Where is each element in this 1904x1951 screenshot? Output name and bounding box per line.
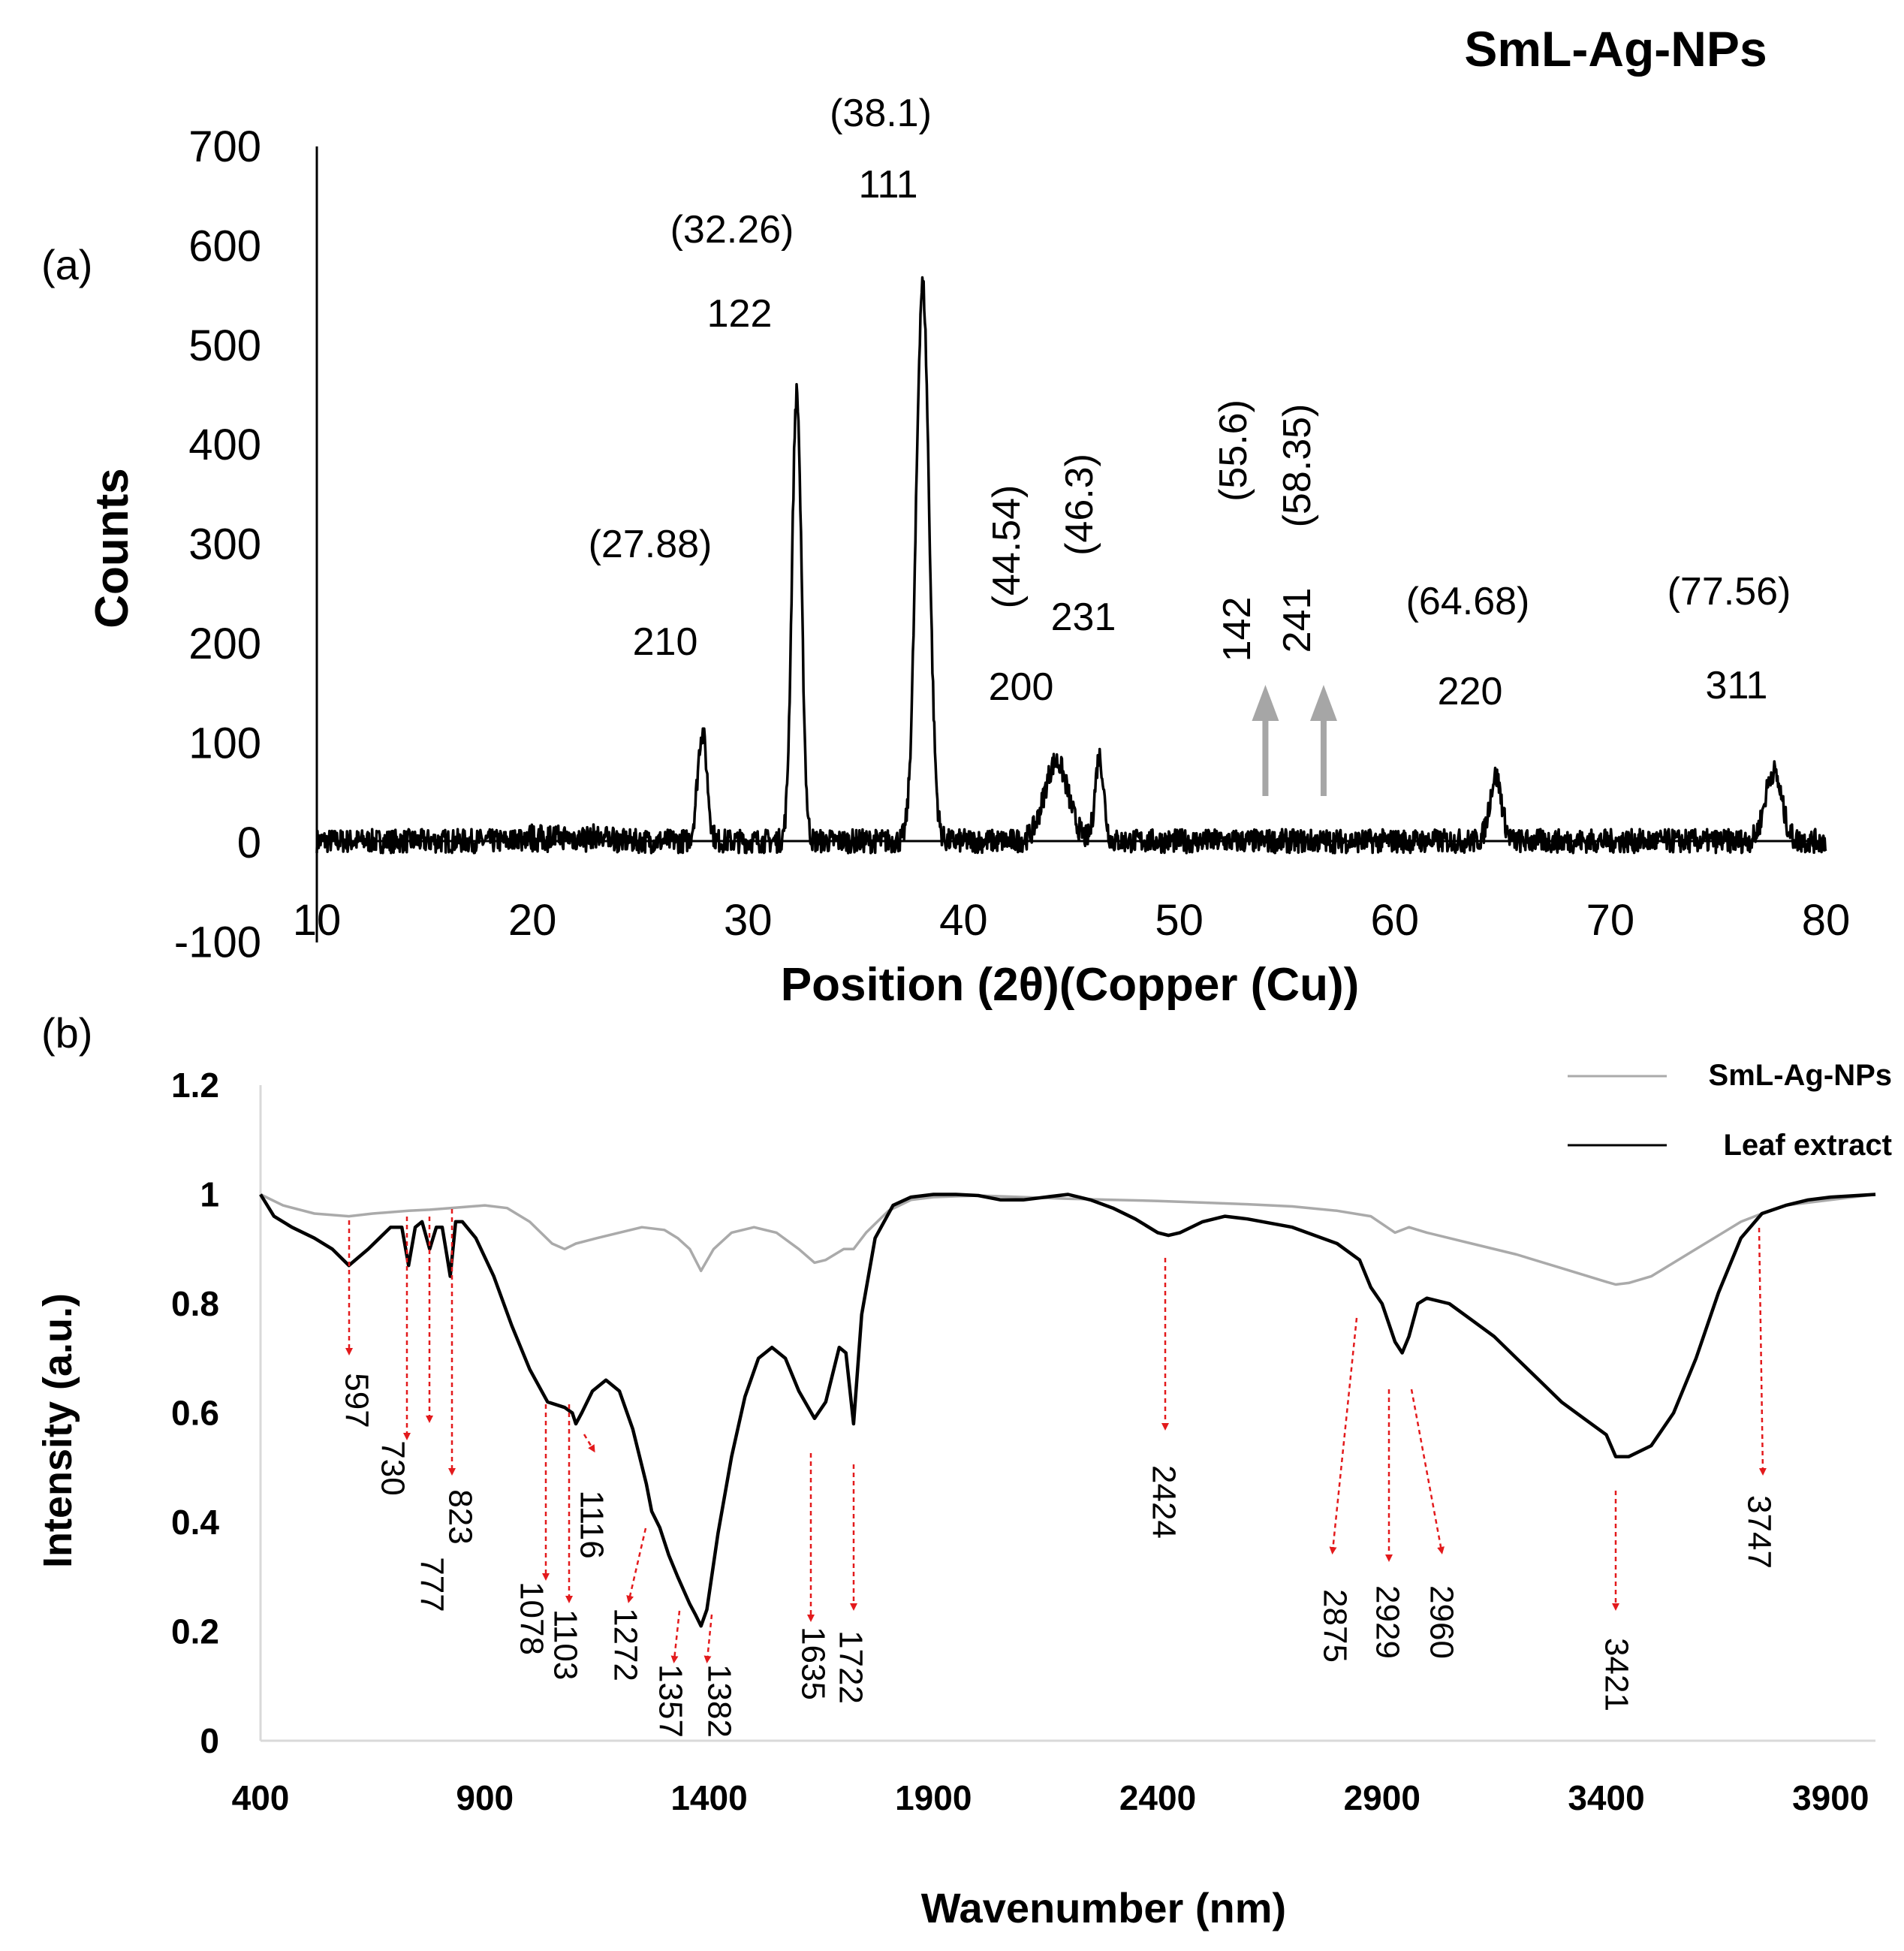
y-tick-label-b: 1	[200, 1175, 219, 1214]
peak-hkl-label: 111	[858, 163, 917, 207]
figure-title: SmL-Ag-NPs	[1464, 21, 1767, 77]
y-tick-label-b: 0.2	[171, 1612, 219, 1651]
y-tick-label-b: 1.2	[171, 1066, 219, 1105]
y-tick-label-b: 0.8	[171, 1284, 219, 1323]
annotation-label: 2424	[1145, 1465, 1182, 1539]
x-tick-label-a: 50	[1155, 896, 1204, 945]
legend: SmL-Ag-NPs Leaf extract	[1568, 1059, 1892, 1162]
xrd-series-line	[315, 276, 1827, 855]
y-tick-label-b: 0.4	[171, 1503, 219, 1542]
annotation-label: 2875	[1316, 1589, 1353, 1663]
peak-angle-label: (77.56)	[1668, 570, 1791, 614]
annotation-label: 730	[374, 1440, 411, 1495]
annotation-label: 777	[413, 1557, 450, 1612]
peak-angle-label: (27.88)	[589, 523, 712, 566]
peak-hkl-label: 122	[707, 292, 773, 336]
annotation-label: 823	[441, 1489, 478, 1544]
peak-angle-label: (38.1)	[830, 92, 932, 135]
x-tick-label-b: 2400	[1119, 1778, 1196, 1817]
y-tick-label-b: 0	[200, 1721, 219, 1760]
annotation-label: 2929	[1369, 1585, 1405, 1659]
y-axis-label-a: Counts	[86, 468, 138, 629]
y-tick-label-a: 600	[188, 222, 261, 270]
y-tick-label-a: 200	[188, 620, 261, 668]
annotation-label: 3421	[1598, 1638, 1634, 1711]
peak-hkl-label: 210	[633, 620, 698, 664]
y-tick-label-a: 300	[188, 520, 261, 569]
chart-panel-a: (a) Counts Position (2θ)(Copper (Cu)) -1…	[41, 92, 1850, 1011]
x-tick-label-b: 400	[232, 1778, 290, 1817]
y-tick-label-b: 0.6	[171, 1394, 219, 1433]
annotation-label: 1635	[794, 1627, 831, 1700]
x-tick-label-a: 10	[293, 896, 342, 945]
annotation-arrow	[703, 1614, 713, 1663]
x-axis-label-b: Wavenumber (nm)	[921, 1884, 1286, 1931]
x-tick-label-b: 3400	[1568, 1778, 1644, 1817]
x-tick-label-a: 60	[1370, 896, 1419, 945]
annotation-label: 1382	[700, 1664, 737, 1738]
x-tick-label-a: 40	[939, 896, 988, 945]
legend-label-smL-ag-nps: SmL-Ag-NPs	[1709, 1059, 1892, 1092]
y-tick-label-a: 100	[188, 719, 261, 768]
annotation-label: 3747	[1740, 1495, 1777, 1569]
x-tick-label-b: 900	[456, 1778, 514, 1817]
annotation-label: 1357	[652, 1664, 688, 1738]
peak-hkl-label: 142	[1216, 597, 1259, 662]
peak-hkl-label: 241	[1276, 588, 1319, 653]
annotation-label: 1078	[513, 1582, 550, 1655]
y-axis-label-b: Intensity (a.u.)	[35, 1293, 80, 1568]
peak-angle-label: (58.35)	[1276, 404, 1319, 528]
chart-panel-b: (b) Intensity (a.u.) Wavenumber (nm) 0 0.…	[35, 1009, 1892, 1931]
x-tick-label-a: 80	[1802, 896, 1851, 945]
y-tick-label-a: 400	[188, 421, 261, 469]
y-tick-label-a: 0	[237, 819, 261, 867]
annotation-label: 2960	[1423, 1585, 1460, 1659]
y-tick-label-a: 500	[188, 321, 261, 370]
series-line-leaf-extract	[259, 1193, 1876, 1628]
legend-label-leaf-extract: Leaf extract	[1723, 1129, 1892, 1162]
panel-label-b: (b)	[41, 1009, 92, 1057]
x-axis-label-a: Position (2θ)(Copper (Cu))	[781, 959, 1360, 1011]
annotation-label: 1272	[607, 1608, 643, 1681]
annotation-arrow	[1410, 1389, 1445, 1554]
x-tick-label-b: 1900	[895, 1778, 972, 1817]
peak-angle-label: (46.3)	[1058, 454, 1101, 556]
annotation-label: 1722	[832, 1630, 869, 1704]
y-tick-label-a: 700	[188, 122, 261, 171]
peak-hkl-label: 311	[1706, 664, 1768, 707]
annotation-label: 1103	[547, 1609, 583, 1681]
annotation-label: 1116	[573, 1490, 610, 1558]
series-line-smL-ag-nps	[260, 1193, 1876, 1286]
x-tick-label-a: 70	[1586, 896, 1635, 945]
y-tick-label-a: -100	[174, 918, 261, 966]
x-tick-label-b: 3900	[1792, 1778, 1869, 1817]
annotation-arrow	[1758, 1227, 1767, 1476]
annotation-label: 597	[338, 1373, 375, 1428]
peak-hkl-label: 200	[989, 665, 1054, 709]
annotation-arrow	[583, 1434, 595, 1453]
peak-arrow-head	[1309, 685, 1337, 721]
peak-angle-label: (64.68)	[1406, 580, 1530, 623]
x-tick-label-b: 2900	[1344, 1778, 1420, 1817]
x-tick-label-b: 1400	[670, 1778, 747, 1817]
annotation-arrow	[1329, 1317, 1358, 1554]
panel-label-a: (a)	[41, 241, 92, 288]
peak-hkl-label: 220	[1438, 670, 1503, 713]
x-tick-label-a: 30	[724, 896, 773, 945]
peak-angle-label: (44.54)	[985, 485, 1029, 609]
peak-arrow-head	[1252, 685, 1279, 721]
annotation-arrow	[670, 1610, 681, 1663]
annotation-arrow	[626, 1527, 647, 1603]
peak-angle-label: (32.26)	[670, 208, 794, 252]
peak-angle-label: (55.6)	[1212, 400, 1255, 502]
x-tick-label-a: 20	[508, 896, 557, 945]
peak-hkl-label: 231	[1051, 596, 1116, 639]
